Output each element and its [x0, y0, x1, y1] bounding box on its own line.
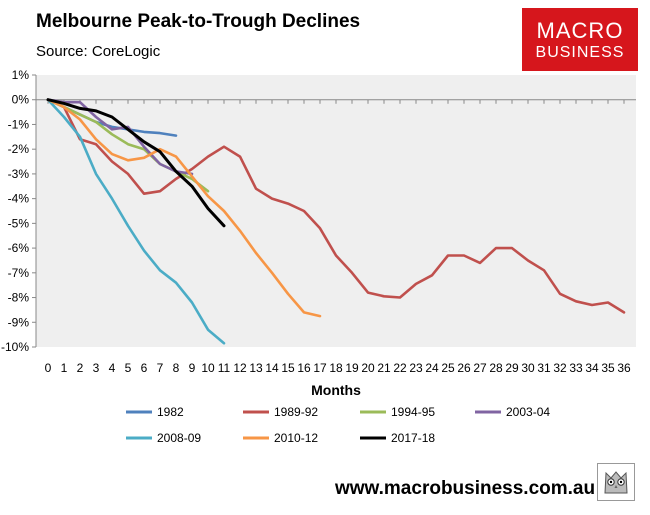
x-tick-label: 16	[297, 361, 311, 375]
x-tick-label: 7	[157, 361, 164, 375]
logo-line-2: BUSINESS	[535, 44, 625, 61]
legend-label: 2017-18	[391, 431, 435, 445]
legend-label: 2003-04	[506, 405, 550, 419]
x-axis-label: Months	[311, 382, 361, 398]
y-tick-label: 0%	[12, 93, 30, 107]
series-lines	[46, 98, 626, 345]
x-tick-label: 28	[489, 361, 503, 375]
y-tick-label: -8%	[8, 291, 30, 305]
macrobusiness-logo: MACRO BUSINESS	[522, 8, 638, 71]
x-tick-label: 34	[585, 361, 599, 375]
x-tick-label: 4	[109, 361, 116, 375]
owl-icon	[597, 463, 635, 501]
x-tick-label: 32	[553, 361, 567, 375]
x-tick-label: 17	[313, 361, 327, 375]
x-tick-label: 21	[377, 361, 391, 375]
x-tick-label: 14	[265, 361, 279, 375]
chart-source: Source: CoreLogic	[36, 43, 161, 60]
x-tick-label: 11	[218, 361, 231, 375]
x-tick-label: 10	[201, 361, 215, 375]
x-tick-label: 19	[345, 361, 359, 375]
x-tick-label: 6	[141, 361, 148, 375]
axes: 1%0%-1%-2%-3%-4%-5%-6%-7%-8%-9%-10%0 1 2 3 4…	[1, 68, 636, 375]
series-line-2010-12	[46, 98, 322, 318]
x-tick-label: 2	[77, 361, 84, 375]
x-tick-label: 5	[125, 361, 132, 375]
series-line-2008-09	[46, 98, 226, 345]
plot-area	[36, 75, 636, 347]
series-line-1989-92	[46, 98, 626, 314]
y-tick-label: 1%	[12, 68, 30, 82]
x-tick-label: 31	[537, 361, 551, 375]
legend-label: 2010-12	[274, 431, 318, 445]
x-tick-label: 29	[505, 361, 519, 375]
x-tick-label: 30	[521, 361, 535, 375]
logo-line-1: MACRO	[536, 18, 624, 43]
x-tick-label: 12	[233, 361, 247, 375]
y-tick-label: -4%	[8, 192, 30, 206]
y-tick-label: -5%	[8, 216, 30, 230]
y-tick-label: -9%	[8, 315, 30, 329]
x-tick-label: 24	[425, 361, 439, 375]
page-title: Melbourne Peak-to-Trough Declines	[36, 11, 361, 32]
series-line-1994-95	[46, 98, 210, 193]
y-tick-label: -10%	[1, 340, 29, 354]
x-tick-label: 25	[441, 361, 455, 375]
x-tick-label: 27	[473, 361, 487, 375]
y-tick-label: -7%	[8, 266, 30, 280]
y-tick-label: -3%	[8, 167, 30, 181]
x-tick-label: 9	[189, 361, 196, 375]
series-line-2003-04	[46, 98, 194, 176]
x-tick-label: 15	[281, 361, 295, 375]
x-tick-label: 0	[45, 361, 52, 375]
x-tick-label: 1	[61, 361, 68, 375]
y-tick-label: -2%	[8, 142, 30, 156]
website-url: www.macrobusiness.com.au	[335, 478, 596, 499]
series-line-2017-18	[46, 98, 226, 228]
legend-label: 2008-09	[157, 431, 201, 445]
x-tick-label: 26	[457, 361, 471, 375]
x-tick-label: 23	[409, 361, 423, 375]
x-tick-label: 33	[569, 361, 583, 375]
legend-label: 1982	[157, 405, 184, 419]
y-tick-label: -6%	[8, 241, 30, 255]
x-tick-label: 35	[601, 361, 615, 375]
x-tick-label: 18	[329, 361, 343, 375]
y-tick-label: -1%	[8, 117, 30, 131]
x-tick-label: 3	[93, 361, 100, 375]
legend-label: 1989-92	[274, 405, 318, 419]
x-tick-label: 22	[393, 361, 407, 375]
legend-label: 1994-95	[391, 405, 435, 419]
x-tick-label: 36	[617, 361, 631, 375]
x-tick-label: 8	[173, 361, 180, 375]
x-tick-label: 13	[249, 361, 263, 375]
x-tick-label: 20	[361, 361, 375, 375]
legend: 1982 1989-92 1994-95 2003-04 2008-09 2010-12 2…	[126, 405, 550, 445]
